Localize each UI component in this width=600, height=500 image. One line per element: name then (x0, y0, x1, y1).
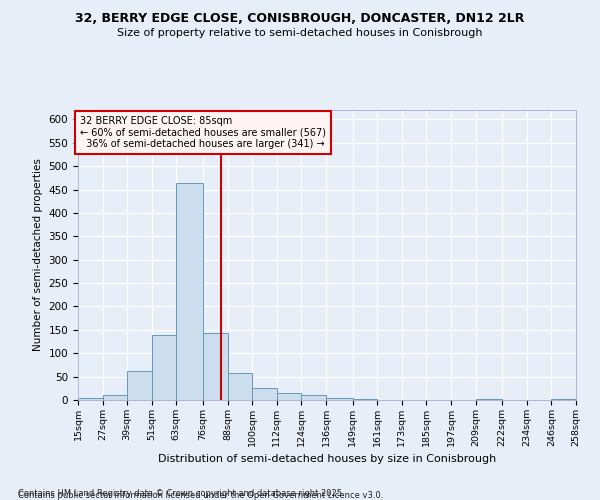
Bar (203, 333, 227, 400)
Text: Contains public sector information licensed under the Open Government Licence v3: Contains public sector information licen… (18, 491, 383, 500)
Text: Contains HM Land Registry data © Crown copyright and database right 2025.: Contains HM Land Registry data © Crown c… (18, 488, 344, 498)
Bar (277, 392, 301, 400)
Bar (152, 334, 176, 400)
Bar (103, 396, 127, 400)
Bar (252, 388, 277, 400)
Bar (353, 399, 377, 400)
Bar (326, 398, 353, 400)
Text: 32, BERRY EDGE CLOSE, CONISBROUGH, DONCASTER, DN12 2LR: 32, BERRY EDGE CLOSE, CONISBROUGH, DONCA… (76, 12, 524, 26)
Bar (551, 399, 576, 400)
Bar (227, 373, 252, 400)
Text: 32 BERRY EDGE CLOSE: 85sqm
← 60% of semi-detached houses are smaller (567)
  36%: 32 BERRY EDGE CLOSE: 85sqm ← 60% of semi… (80, 116, 326, 149)
Y-axis label: Number of semi-detached properties: Number of semi-detached properties (33, 158, 43, 352)
Bar (127, 371, 152, 400)
Bar (301, 396, 326, 400)
X-axis label: Distribution of semi-detached houses by size in Conisbrough: Distribution of semi-detached houses by … (158, 454, 496, 464)
Bar (78, 398, 103, 400)
Text: Size of property relative to semi-detached houses in Conisbrough: Size of property relative to semi-detach… (117, 28, 483, 38)
Bar (176, 184, 203, 400)
Bar (476, 399, 502, 400)
